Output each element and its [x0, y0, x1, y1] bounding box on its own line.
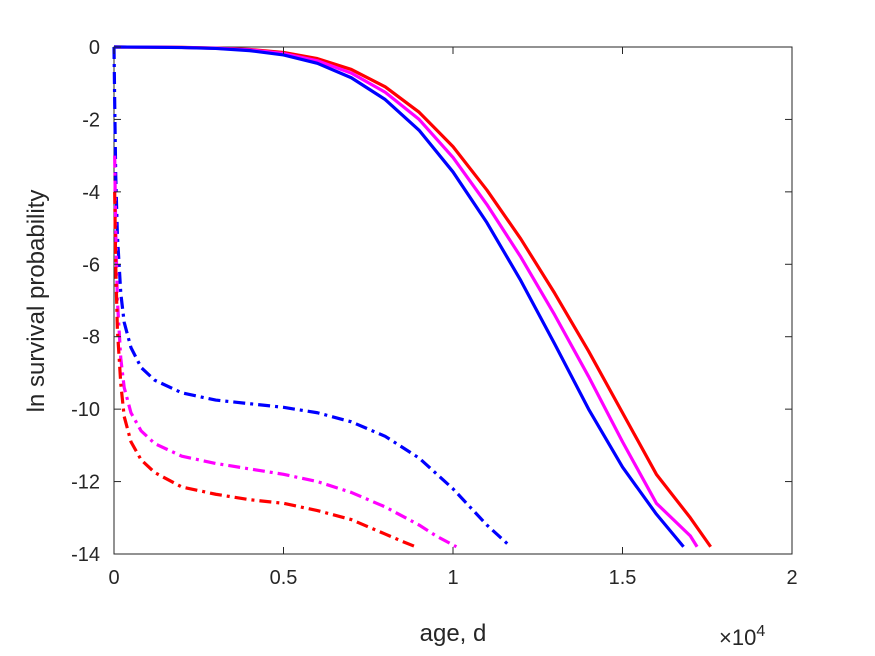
x-tick-label: 2	[786, 567, 797, 589]
x-axis-label: age, d	[420, 620, 487, 647]
y-tick-label: -10	[71, 399, 100, 421]
dashdot-series-line-4	[113, 155, 458, 549]
y-tick-label: -6	[82, 254, 100, 276]
y-tick-label: -14	[71, 544, 100, 566]
x-tick-label: 0	[108, 567, 119, 589]
y-axis-label: ln survival probability	[23, 190, 50, 413]
series-layer	[112, 45, 712, 549]
x-multiplier-label: ×104	[719, 623, 765, 650]
x-tick-label: 0.5	[270, 567, 298, 589]
x-tick-label: 1.5	[609, 567, 637, 589]
plot-area	[113, 46, 793, 555]
solid-series-line-2	[113, 45, 685, 548]
y-tick-label: -2	[82, 109, 100, 131]
x-multiplier-base: ×10	[719, 625, 756, 650]
x-multiplier-exponent: 4	[756, 623, 765, 640]
y-tick-label: -4	[82, 182, 100, 204]
axis-layer: 0 0.5 1 1.5 2 0 -2 -4 -6 -8 -10 -12 -14	[71, 37, 797, 589]
x-tick-label: 1	[447, 567, 458, 589]
y-tick-label: -12	[71, 472, 100, 494]
dashdot-series-line-5	[113, 191, 417, 549]
y-tick-label: -8	[82, 327, 100, 349]
dashdot-series-line-3	[112, 46, 512, 548]
y-tick-label: 0	[89, 37, 100, 59]
